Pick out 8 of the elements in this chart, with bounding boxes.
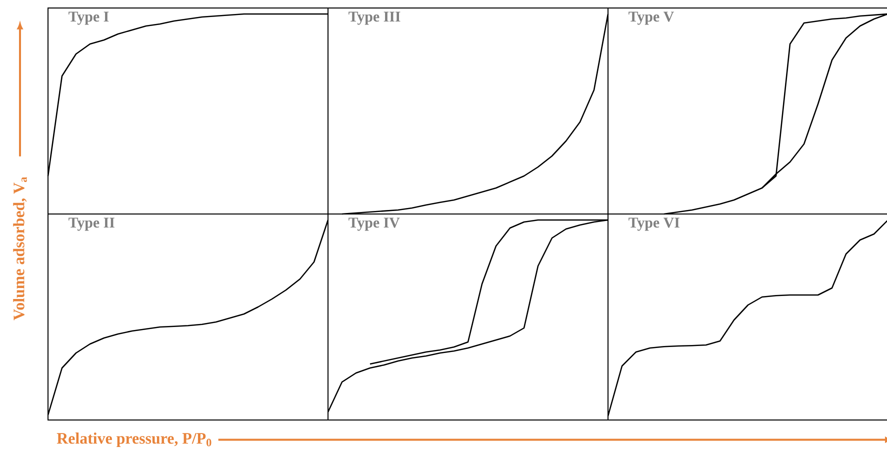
chart-title: Type IV — [348, 218, 400, 231]
chart-title: Type V — [628, 12, 674, 25]
chart-title: Type VI — [628, 218, 680, 231]
chart-title: Type II — [68, 218, 114, 231]
chart-title: Type I — [68, 12, 109, 25]
y-axis-title: Volume adsorbed, V$_{a}$ — [13, 176, 27, 320]
x-axis-title: Relative pressure, P/P$_{0}$ — [56, 432, 212, 448]
chart-title: Type III — [348, 12, 400, 25]
